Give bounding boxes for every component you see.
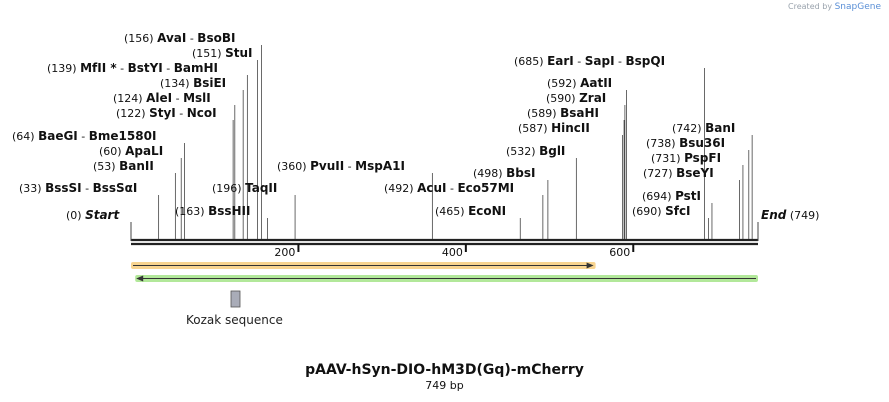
site-label: (64) BaeGI - Bme1580I: [12, 129, 156, 143]
site-label: (727) BseYI: [643, 166, 714, 180]
orange-feature-arrow: [586, 262, 594, 269]
site-label: (685) EarI - SapI - BspQI: [514, 54, 665, 68]
green-feature-arrow: [136, 275, 144, 282]
ruler-tick-label: 200: [274, 246, 295, 259]
plasmid-length: 749 bp: [425, 379, 464, 392]
site-label: (492) AcuI - Eco57MI: [384, 181, 514, 195]
site-label: (33) BssSI - BssSαI: [19, 181, 137, 195]
start-label: (0) Start: [66, 208, 120, 222]
site-label: (124) AleI - MslI: [113, 91, 211, 105]
snapgene-brand: SnapGene: [834, 2, 881, 12]
site-label: (690) SfcI: [632, 204, 691, 218]
credit: Created by SnapGene: [788, 2, 881, 12]
site-label: (587) HincII: [518, 121, 590, 135]
site-label: (134) BsiEI: [160, 76, 226, 90]
site-label: (590) ZraI: [546, 91, 606, 105]
site-label: (60) ApaLI: [99, 144, 163, 158]
site-label: (738) Bsu36I: [646, 136, 725, 150]
site-label: (731) PspFI: [651, 151, 721, 165]
ruler-tick-label: 400: [442, 246, 463, 259]
site-label: (694) PstI: [642, 189, 701, 203]
site-label: (139) MfII * - BstYI - BamHI: [47, 61, 218, 75]
site-label: (196) TaqII: [212, 181, 277, 195]
ruler-tick-label: 600: [609, 246, 630, 259]
site-label: (53) BanII: [93, 159, 154, 173]
plasmid-title: pAAV-hSyn-DIO-hM3D(Gq)-mCherry: [305, 362, 584, 378]
site-label: (465) EcoNI: [435, 204, 506, 218]
kozak-box: [230, 290, 241, 308]
site-label: (592) AatII: [547, 76, 612, 90]
site-label: (151) StuI: [192, 46, 252, 60]
end-label: End (749): [761, 208, 819, 222]
kozak-label: Kozak sequence: [186, 313, 283, 327]
site-label: (589) BsaHI: [527, 106, 599, 120]
site-label: (156) AvaI - BsoBI: [124, 31, 235, 45]
site-label: (122) StyI - NcoI: [116, 106, 217, 120]
site-label: (498) BbsI: [473, 166, 535, 180]
site-label: (532) BglI: [506, 144, 565, 158]
site-label: (742) BanI: [672, 121, 735, 135]
credit-prefix: Created by: [788, 2, 833, 11]
site-label: (360) PvuII - MspA1I: [277, 159, 405, 173]
site-label: (163) BssHII: [175, 204, 250, 218]
